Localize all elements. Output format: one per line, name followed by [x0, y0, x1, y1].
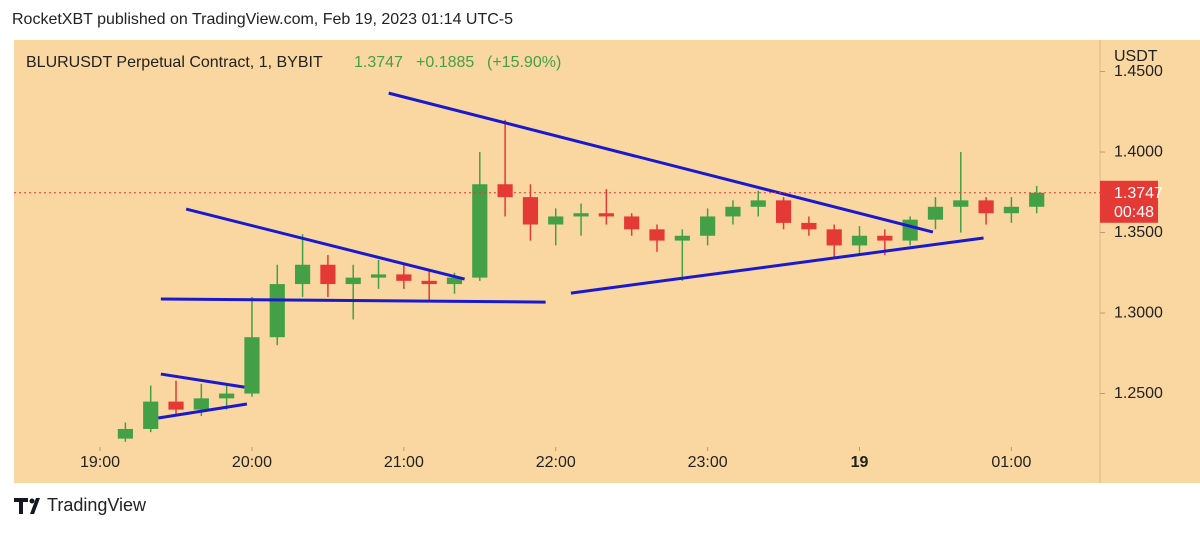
change: +0.1885: [416, 54, 474, 71]
candle-body: [902, 219, 918, 241]
price-label: 1.3747: [1114, 185, 1163, 202]
publisher: RocketXBT published on TradingView.com, …: [12, 11, 513, 28]
candle-body: [320, 264, 336, 285]
candle-body: [725, 206, 741, 217]
y-axis-label: USDT: [1114, 48, 1158, 65]
candle-body: [978, 200, 994, 214]
x-tick-label: 20:00: [232, 454, 272, 471]
candle-body: [370, 274, 387, 278]
change-pct: (+15.90%): [487, 54, 561, 71]
x-tick-label: 19: [851, 454, 869, 471]
y-tick-label: 1.4500: [1114, 63, 1163, 80]
candle-body: [1029, 192, 1045, 207]
trend-line: [160, 297, 546, 304]
logo-dot: [29, 498, 35, 504]
trend-line: [388, 91, 934, 234]
symbol-title: BLURUSDT Perpetual Contract, 1, BYBIT: [26, 54, 323, 71]
trend-line: [185, 207, 465, 281]
candle-body: [750, 200, 766, 207]
overlay: [14, 42, 1200, 395]
candle-body: [219, 393, 235, 399]
candle-body: [953, 200, 969, 207]
candle-body: [244, 337, 260, 394]
trend-line: [160, 372, 245, 389]
candle-body: [522, 197, 539, 225]
y-tick-label: 1.2500: [1114, 385, 1163, 402]
trend-line: [158, 402, 248, 420]
candle-body: [294, 264, 311, 285]
candle-body: [624, 216, 640, 230]
candle-body: [396, 274, 412, 281]
legend-bg: [14, 44, 574, 84]
x-tick-label: 22:00: [536, 454, 576, 471]
candle-body: [269, 284, 285, 338]
y-tick-label: 1.3000: [1114, 304, 1163, 321]
candle-body: [674, 235, 690, 241]
candle-body: [421, 280, 437, 285]
axis-label-bg: [1102, 42, 1200, 72]
x-tick-label: 21:00: [384, 454, 424, 471]
candle-body: [117, 428, 133, 439]
candle-body: [193, 398, 209, 410]
candle-body: [548, 216, 564, 225]
candle-body: [775, 200, 792, 223]
y-tick-label: 1.3500: [1114, 224, 1163, 241]
last-price: 1.3747: [354, 54, 403, 71]
x-tick-label: 19:00: [80, 454, 120, 471]
candle-body: [446, 277, 463, 285]
price-label-bg: [1100, 180, 1158, 223]
candle-body: [826, 229, 842, 246]
candle-body: [573, 213, 589, 217]
candle-body: [168, 401, 184, 410]
chart-background: [14, 40, 1200, 483]
trend-line: [570, 236, 984, 295]
candle-body: [598, 213, 614, 217]
y-tick-label: 1.4000: [1114, 143, 1163, 160]
candle-body: [143, 401, 159, 429]
candle-body: [801, 222, 817, 230]
candle-body: [1003, 206, 1019, 214]
plot: [14, 91, 1100, 451]
brand: TradingView: [47, 495, 147, 515]
candle-body: [851, 235, 868, 246]
x-tick-label: 01:00: [991, 454, 1031, 471]
candle-body: [472, 184, 488, 278]
candle-body: [700, 216, 716, 236]
candle-body: [927, 206, 944, 220]
brand-logo: [14, 498, 40, 514]
candle-body: [345, 277, 361, 285]
candle-body: [877, 235, 893, 241]
countdown: 00:48: [1114, 204, 1154, 221]
logo-mark: [14, 498, 40, 514]
candle-body: [649, 229, 665, 241]
candle-body: [497, 184, 513, 198]
x-tick-label: 23:00: [688, 454, 728, 471]
